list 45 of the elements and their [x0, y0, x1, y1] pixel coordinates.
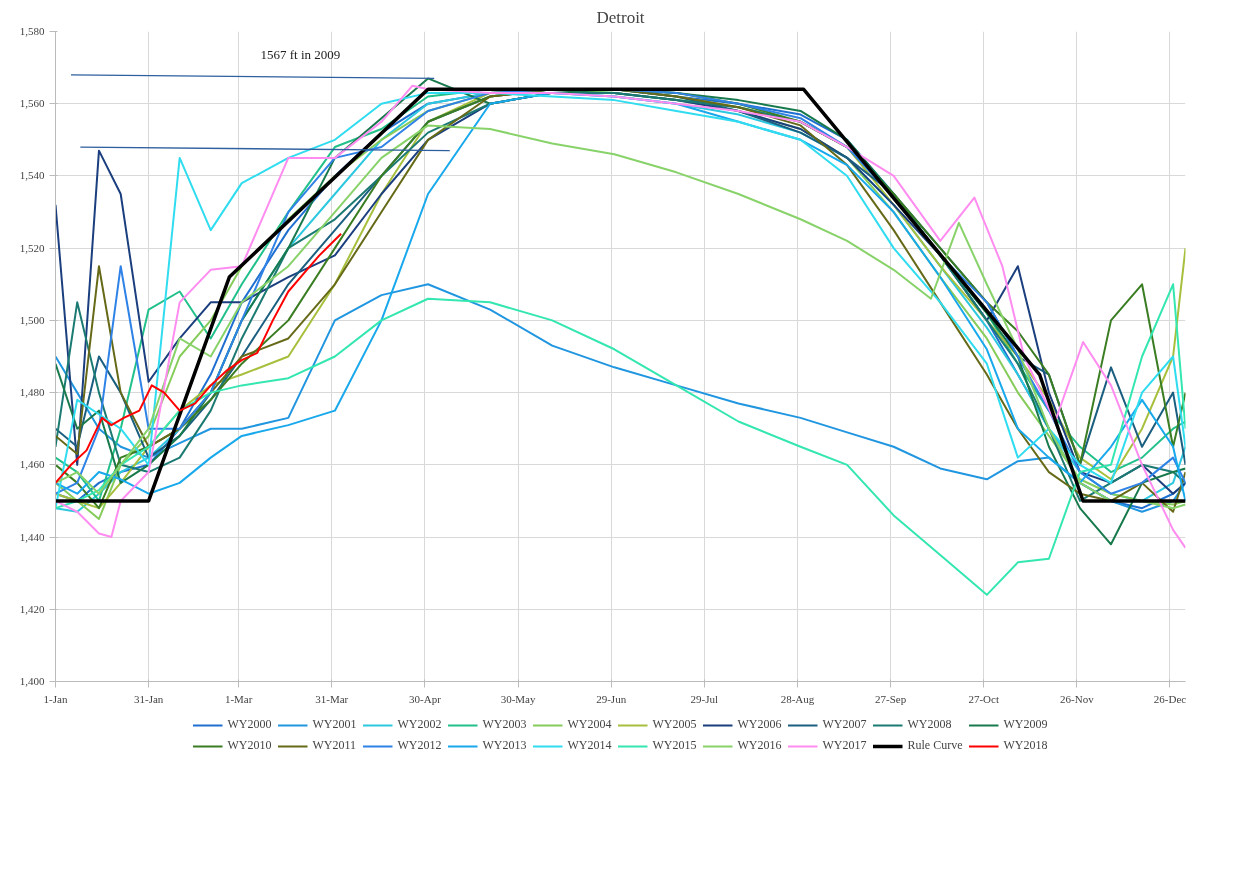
x-tick-label: 30-May — [500, 692, 536, 705]
legend-label: WY2007 — [822, 717, 867, 732]
legend-label: WY2006 — [737, 717, 782, 732]
legend-label: WY2017 — [822, 738, 867, 753]
x-tick-label: 28-Aug — [780, 692, 815, 705]
y-tick-label: 1,500 — [19, 313, 45, 326]
x-tick-label: 1-Mar — [224, 692, 253, 705]
legend-label: WY2011 — [312, 738, 357, 753]
y-tick-label: 1,440 — [19, 530, 45, 543]
legend-label: WY2018 — [1003, 738, 1048, 753]
x-tick-label: 26-Nov — [1060, 692, 1095, 705]
y-tick-label: 1,400 — [19, 675, 45, 687]
legend-label: WY2009 — [1003, 717, 1048, 732]
y-tick-label: 1,560 — [19, 97, 45, 110]
x-tick-label: 27-Oct — [968, 692, 999, 705]
y-tick-label: 1,480 — [19, 386, 45, 399]
legend-label: WY2005 — [652, 717, 697, 732]
legend-label: WY2015 — [652, 738, 697, 753]
x-tick-label: 27-Sep — [875, 692, 907, 705]
legend-label: WY2008 — [907, 717, 952, 732]
x-tick-label: 31-Mar — [315, 692, 349, 705]
legend-label: WY2012 — [397, 738, 442, 753]
y-tick-label: 1,520 — [19, 241, 45, 254]
x-tick-label: 31-Jan — [133, 692, 164, 705]
y-tick-label: 1,460 — [19, 458, 45, 471]
y-tick-label: 1,580 — [19, 25, 45, 37]
legend-label: WY2013 — [482, 738, 527, 753]
x-tick-label: 30-Apr — [409, 692, 442, 705]
legend-label: WY2004 — [567, 717, 612, 732]
legend-label: WY2003 — [482, 717, 527, 732]
legend-label: WY2001 — [312, 717, 357, 732]
chart-title: Detroit — [596, 7, 645, 27]
legend-label: WY2016 — [737, 738, 782, 753]
x-tick-label: 1-Jan — [43, 692, 68, 705]
annotation: 1567 ft in 2009 — [260, 46, 341, 62]
x-tick-label: 29-Jul — [690, 692, 719, 705]
y-tick-label: 1,420 — [19, 602, 45, 615]
legend-label: WY2000 — [227, 717, 272, 732]
legend-label: WY2002 — [397, 717, 442, 732]
x-tick-label: 26-Dec — [1153, 692, 1187, 705]
legend-label: WY2010 — [227, 738, 272, 753]
y-tick-label: 1,540 — [19, 169, 45, 182]
legend-label: WY2014 — [567, 738, 612, 753]
x-tick-label: 29-Jun — [596, 692, 627, 705]
legend-label: Rule Curve — [907, 738, 963, 753]
